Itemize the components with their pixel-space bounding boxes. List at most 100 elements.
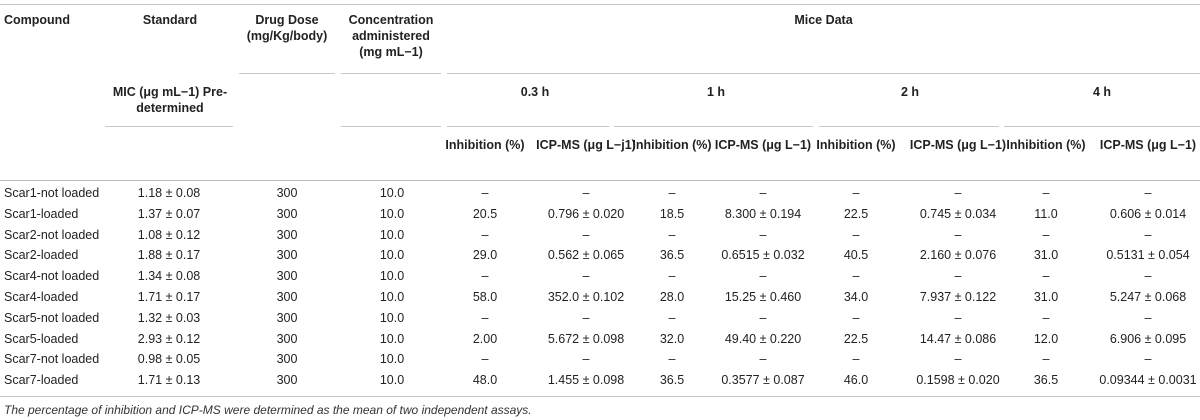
table-cell: – bbox=[481, 310, 489, 325]
table-cell: – bbox=[852, 186, 860, 200]
table-cell: 0.745 ± 0.034 bbox=[919, 206, 997, 221]
table-cell: 0.796 ± 0.020 bbox=[547, 206, 625, 221]
table-cell: 2.160 ± 0.076 bbox=[919, 248, 997, 263]
compound-name-cell: Scar7-loaded bbox=[4, 373, 79, 388]
header-sub-2: Inhibition (%) bbox=[632, 138, 712, 152]
table-cell: 15.25 ± 0.460 bbox=[724, 290, 802, 304]
table-cell: – bbox=[1144, 269, 1152, 284]
table-cell: 10.0 bbox=[379, 290, 405, 304]
table-cell: 29.0 bbox=[472, 248, 498, 263]
header-time-2: 2 h bbox=[900, 85, 920, 99]
header-sub-4: Inhibition (%) bbox=[816, 138, 896, 152]
table-cell: – bbox=[481, 352, 489, 367]
header-sub-3: ICP-MS (μg L−1) bbox=[714, 138, 812, 152]
table-cell: 300 bbox=[276, 331, 298, 346]
table-cell: 1.32 ± 0.03 bbox=[137, 310, 201, 325]
table-cell: – bbox=[954, 227, 962, 242]
table-cell: 5.672 ± 0.098 bbox=[547, 331, 625, 346]
conc-rule-lower bbox=[341, 126, 441, 127]
header-time-3: 4 h bbox=[1092, 85, 1112, 99]
time-rule-3 bbox=[1004, 126, 1200, 127]
table-cell: – bbox=[954, 269, 962, 284]
compound-name-cell: Scar1-loaded bbox=[4, 206, 79, 221]
table-cell: 12.0 bbox=[1033, 331, 1059, 346]
table-cell: 0.5131 ± 0.054 bbox=[1106, 248, 1190, 263]
compound-name-cell: Scar1-not loaded bbox=[4, 186, 100, 200]
time-rule-2 bbox=[819, 126, 999, 127]
table-cell: 48.0 bbox=[472, 373, 498, 388]
table-cell: – bbox=[481, 227, 489, 242]
top-rule bbox=[0, 4, 1200, 5]
table-cell: – bbox=[481, 186, 489, 200]
table-cell: 49.40 ± 0.220 bbox=[724, 331, 802, 346]
table-cell: 20.5 bbox=[472, 206, 498, 221]
header-compound: Compound bbox=[4, 13, 70, 27]
table-cell: 36.5 bbox=[1033, 373, 1059, 388]
table-cell: – bbox=[1144, 310, 1152, 325]
header-sub-6: Inhibition (%) bbox=[1006, 138, 1086, 152]
table-cell: 10.0 bbox=[379, 186, 405, 200]
table-bottom-rule bbox=[0, 396, 1200, 397]
dose-rule bbox=[239, 73, 335, 74]
table-cell: 10.0 bbox=[379, 227, 405, 242]
table-cell: – bbox=[1144, 352, 1152, 367]
table-cell: – bbox=[668, 269, 676, 284]
table-cell: 11.0 bbox=[1034, 206, 1058, 221]
table-cell: 46.0 bbox=[843, 373, 869, 388]
table-cell: 0.09344 ± 0.0031 bbox=[1099, 373, 1197, 388]
table-cell: 28.0 bbox=[659, 290, 685, 304]
table-cell: 10.0 bbox=[379, 206, 405, 221]
header-mice-data: Mice Data bbox=[794, 13, 853, 27]
header-sub-1: ICP-MS (μg L−j1) bbox=[536, 138, 636, 152]
header-drug-dose: Drug Dose (mg/Kg/body) bbox=[246, 13, 328, 43]
header-bottom-rule bbox=[0, 180, 1200, 181]
table-cell: – bbox=[759, 310, 767, 325]
header-time-0: 0.3 h bbox=[520, 85, 550, 99]
conc-rule bbox=[341, 73, 441, 74]
table-cell: – bbox=[582, 227, 590, 242]
table-cell: – bbox=[481, 269, 489, 284]
table-cell: – bbox=[954, 352, 962, 367]
table-cell: 0.562 ± 0.065 bbox=[547, 248, 625, 263]
table-cell: 300 bbox=[276, 310, 298, 325]
header-time-1: 1 h bbox=[706, 85, 726, 99]
table-cell: 10.0 bbox=[379, 331, 405, 346]
table-cell: 10.0 bbox=[379, 310, 405, 325]
table-cell: 0.606 ± 0.014 bbox=[1109, 206, 1187, 221]
table-cell: 36.5 bbox=[659, 373, 685, 388]
table-cell: 34.0 bbox=[843, 290, 869, 304]
table-cell: 300 bbox=[276, 290, 298, 304]
mice-rule bbox=[447, 73, 1200, 74]
table-cell: 10.0 bbox=[379, 373, 405, 388]
table-cell: 300 bbox=[276, 352, 298, 367]
table-cell: – bbox=[668, 310, 676, 325]
table-cell: 2.93 ± 0.12 bbox=[137, 331, 201, 346]
table-cell: – bbox=[852, 227, 860, 242]
compound-name-cell: Scar5-not loaded bbox=[4, 310, 100, 325]
table-cell: – bbox=[954, 310, 962, 325]
standard-rule bbox=[105, 126, 233, 127]
table-cell: – bbox=[668, 227, 676, 242]
table-cell: – bbox=[852, 310, 860, 325]
table-cell: 1.08 ± 0.12 bbox=[137, 227, 201, 242]
table-cell: – bbox=[1042, 352, 1050, 367]
table-cell: 0.1598 ± 0.020 bbox=[916, 373, 1000, 388]
table-cell: 300 bbox=[276, 269, 298, 284]
table-cell: 2.00 bbox=[472, 331, 498, 346]
header-concentration: Concentration administered (mg mL−1) bbox=[348, 13, 434, 59]
table-cell: 40.5 bbox=[843, 248, 869, 263]
table-cell: – bbox=[1144, 227, 1152, 242]
table-cell: – bbox=[582, 352, 590, 367]
table-cell: 22.5 bbox=[843, 206, 869, 221]
table-cell: – bbox=[1042, 227, 1050, 242]
table-cell: 0.98 ± 0.05 bbox=[137, 352, 201, 367]
table-cell: 31.0 bbox=[1033, 248, 1059, 263]
table-cell: 1.37 ± 0.07 bbox=[137, 206, 201, 221]
table-cell: – bbox=[852, 269, 860, 284]
table-cell: 1.34 ± 0.08 bbox=[137, 269, 201, 284]
table-cell: 22.5 bbox=[843, 331, 869, 346]
header-sub-0: Inhibition (%) bbox=[445, 138, 525, 152]
table-cell: 1.71 ± 0.13 bbox=[137, 373, 201, 388]
table-cell: – bbox=[582, 269, 590, 284]
table-cell: – bbox=[668, 352, 676, 367]
